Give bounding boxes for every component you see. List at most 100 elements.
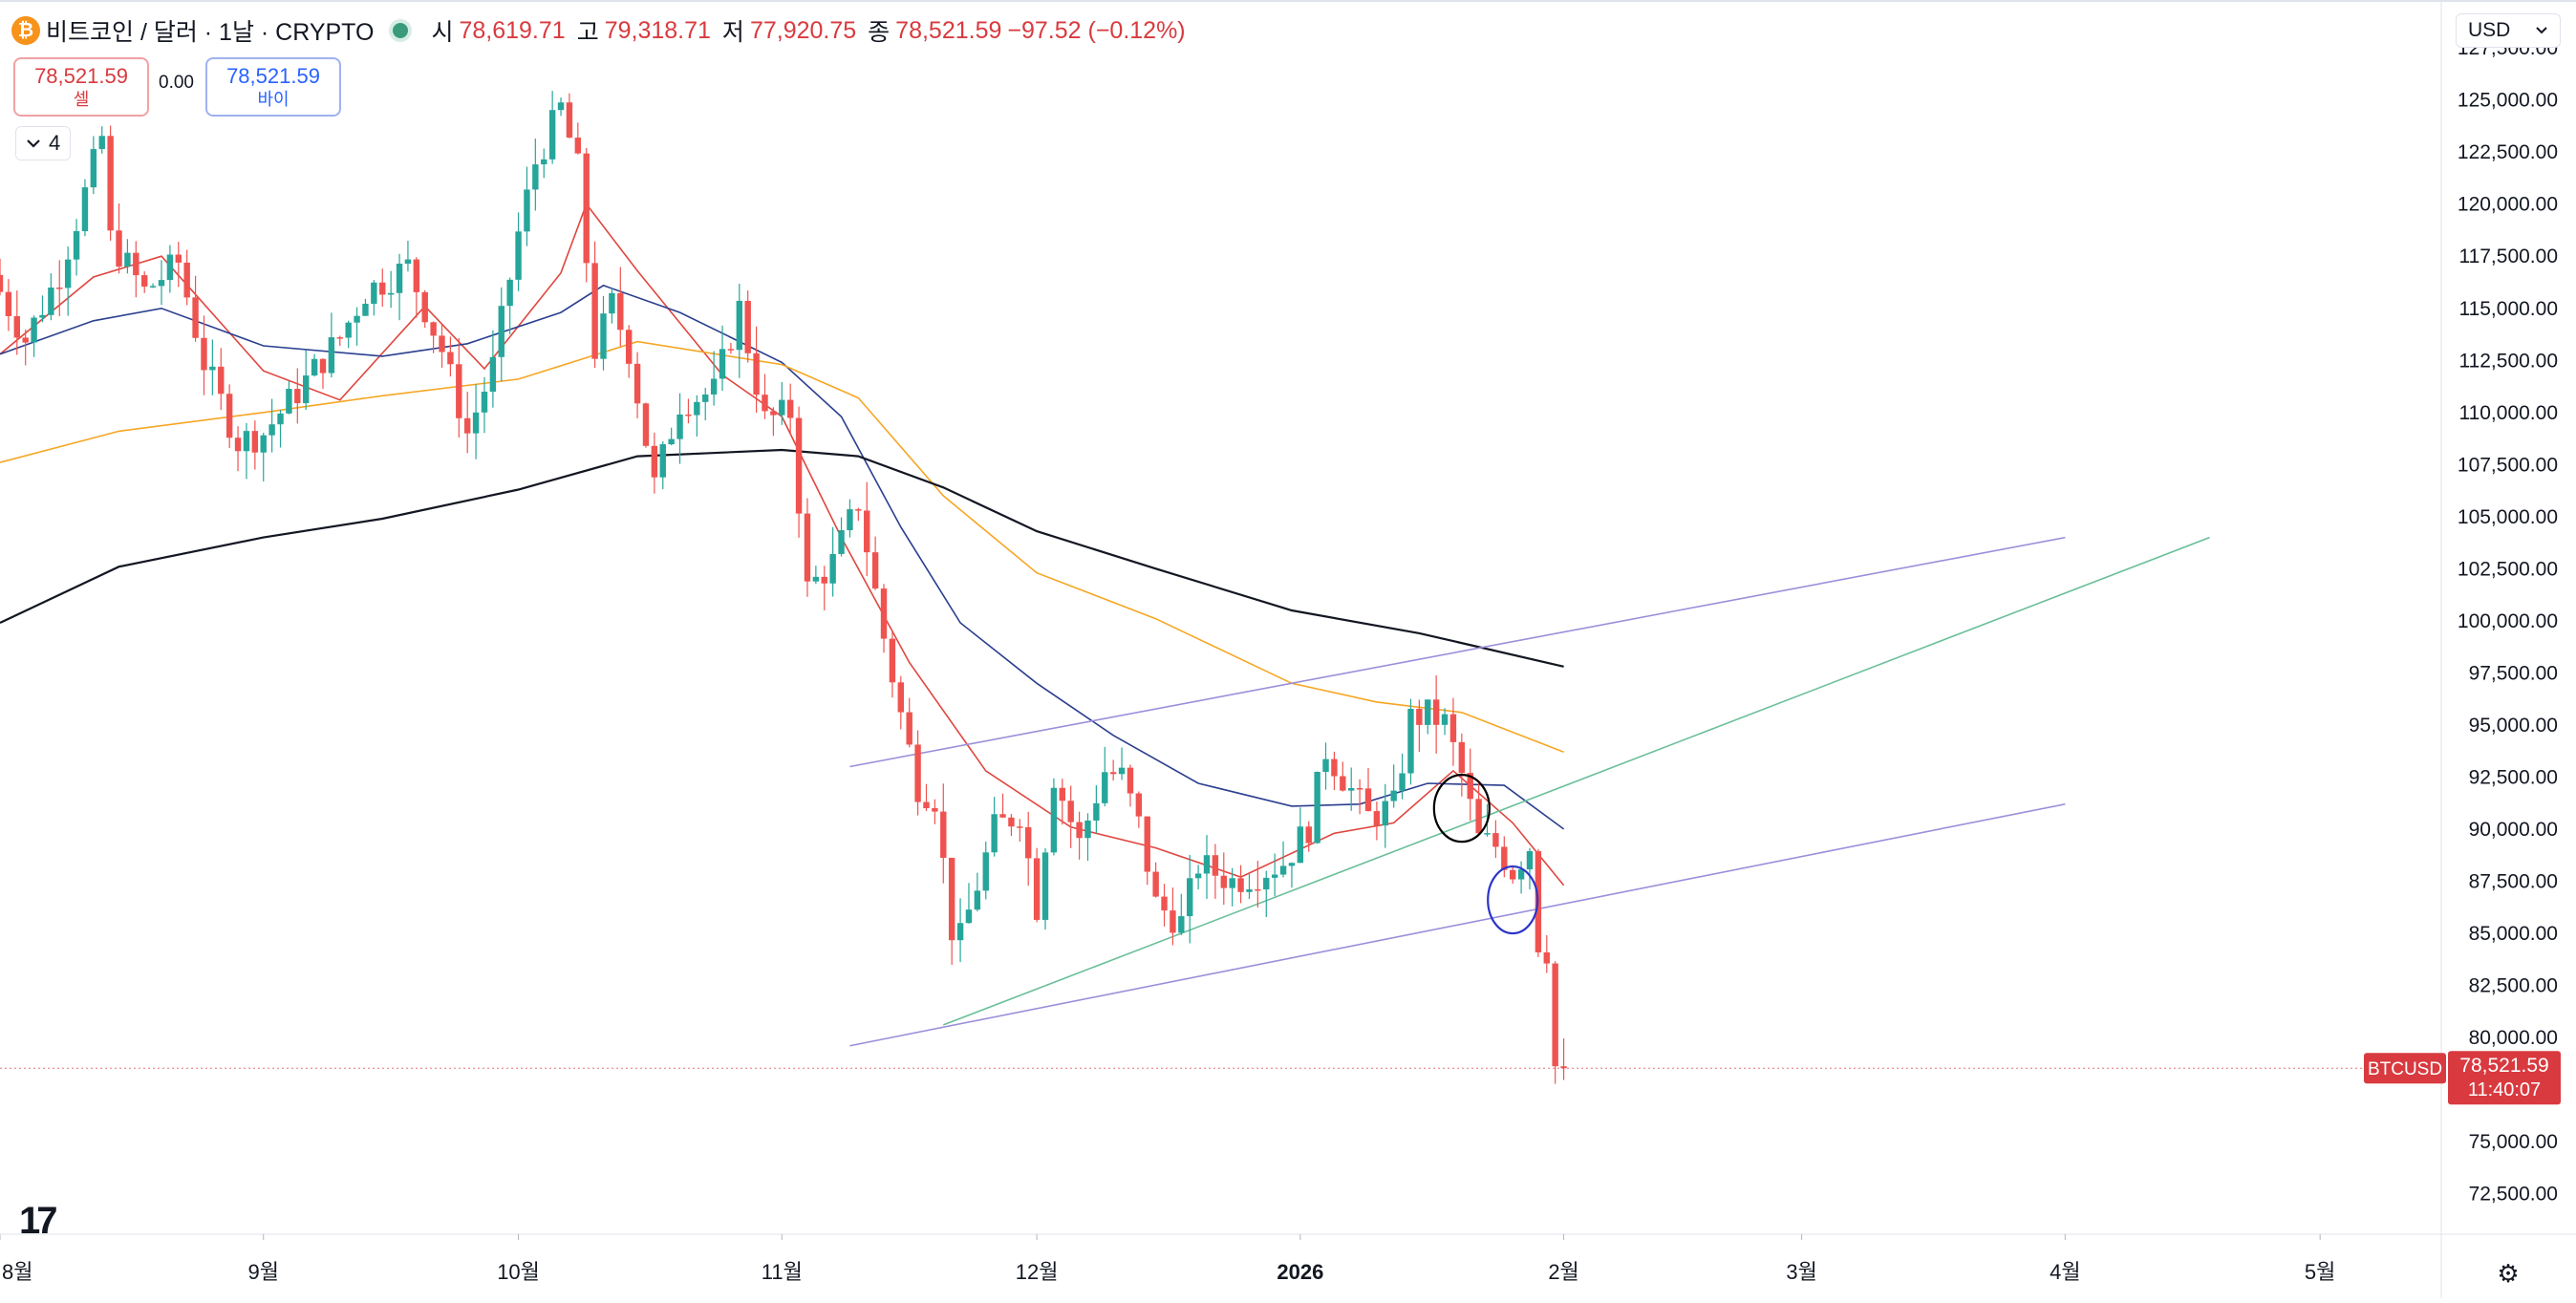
candle-body bbox=[1255, 888, 1261, 891]
buy-button[interactable]: 78,521.59 바이 bbox=[205, 57, 341, 117]
trendline-trend[interactable] bbox=[942, 536, 2210, 1026]
open-value: 78,619.71 bbox=[459, 16, 566, 44]
candle-body bbox=[1399, 773, 1406, 791]
candle-body bbox=[133, 252, 140, 276]
candle-body bbox=[1008, 817, 1015, 827]
candle-body bbox=[1288, 863, 1296, 866]
candle-body bbox=[1093, 802, 1100, 821]
market-status-icon bbox=[393, 23, 409, 38]
candle-body bbox=[566, 102, 573, 139]
candle-body bbox=[430, 322, 437, 336]
symbol-title[interactable]: 비트코인 / 달러 · 1날 · CRYPTO bbox=[46, 19, 375, 46]
annotation-ellipse-black[interactable] bbox=[1432, 774, 1491, 844]
candle-body bbox=[583, 153, 590, 264]
candle-body bbox=[64, 259, 72, 288]
y-tick-label: 90,000.00 bbox=[2469, 819, 2558, 841]
candle-body bbox=[1484, 833, 1491, 835]
candle-body bbox=[107, 136, 114, 231]
candle-body bbox=[124, 252, 131, 267]
chevron-down-icon bbox=[2536, 27, 2547, 34]
candle-body bbox=[1025, 826, 1032, 859]
candle-body bbox=[192, 297, 199, 338]
y-tick-label: 117,500.00 bbox=[2458, 246, 2558, 267]
candle-body bbox=[847, 509, 853, 531]
candle-body bbox=[659, 444, 666, 478]
annotation-ellipse-blue[interactable] bbox=[1487, 865, 1539, 935]
candle-body bbox=[1373, 811, 1381, 826]
y-tick-label: 100,000.00 bbox=[2458, 610, 2558, 632]
candle-body bbox=[532, 164, 539, 190]
candle-body bbox=[1467, 773, 1473, 800]
bitcoin-icon[interactable]: ₿ bbox=[11, 16, 40, 45]
x-tick-label: 10월 bbox=[497, 1260, 540, 1284]
candle-body bbox=[39, 314, 46, 318]
candle-body bbox=[1017, 826, 1023, 828]
symbol-header: ₿ 비트코인 / 달러 · 1날 · CRYPTO 시 78,619.71 고 79… bbox=[11, 11, 1186, 50]
candle-body bbox=[1416, 708, 1423, 725]
y-tick-label: 115,000.00 bbox=[2458, 298, 2558, 320]
trendline-channel[interactable] bbox=[849, 802, 2066, 1047]
candle-body bbox=[1212, 855, 1219, 876]
candle-body bbox=[498, 306, 504, 357]
candle-body bbox=[965, 909, 973, 924]
currency-select[interactable]: USD bbox=[2456, 13, 2561, 48]
change-value: −97.52 (−0.12%) bbox=[1007, 16, 1186, 44]
candle-body bbox=[600, 313, 607, 359]
sell-button[interactable]: 78,521.59 셀 bbox=[13, 57, 149, 117]
candle-body bbox=[22, 337, 29, 343]
candle-body bbox=[1203, 855, 1211, 874]
candle-body bbox=[1194, 873, 1202, 879]
y-tick-label: 122,500.00 bbox=[2458, 141, 2558, 163]
x-tick-label: 12월 bbox=[1016, 1260, 1059, 1284]
gear-icon[interactable]: ⚙ bbox=[2497, 1258, 2520, 1288]
candle-body bbox=[999, 814, 1006, 818]
candle-body bbox=[727, 349, 735, 351]
candle-body bbox=[201, 337, 207, 371]
candle-body bbox=[838, 530, 845, 554]
candle-body bbox=[1432, 699, 1440, 725]
x-tick-label: 3월 bbox=[1786, 1260, 1816, 1284]
candle-body bbox=[175, 254, 182, 263]
candle-body bbox=[685, 414, 692, 417]
candle-body bbox=[506, 279, 513, 307]
candle-body bbox=[1458, 741, 1466, 774]
candle-body bbox=[456, 364, 462, 418]
candle-body bbox=[149, 286, 157, 288]
candle-body bbox=[1059, 787, 1066, 801]
candle-body bbox=[548, 110, 556, 160]
candle-body bbox=[889, 638, 896, 683]
candle-body bbox=[345, 322, 352, 338]
candle-body bbox=[710, 378, 718, 395]
candle-body bbox=[702, 394, 709, 402]
trendline-channel[interactable] bbox=[849, 536, 2066, 768]
moving-average-black bbox=[0, 448, 1564, 668]
buy-label: 바이 bbox=[257, 90, 290, 109]
moving-average-red bbox=[0, 203, 1565, 886]
x-tick-label: 2월 bbox=[1548, 1260, 1578, 1284]
candle-body bbox=[166, 254, 174, 281]
x-tick-label: 5월 bbox=[2305, 1260, 2335, 1284]
candle-body bbox=[864, 510, 870, 553]
candle-body bbox=[354, 315, 360, 323]
candle-body bbox=[1441, 714, 1449, 725]
tradingview-logo[interactable]: 17 bbox=[19, 1200, 57, 1242]
candle-body bbox=[982, 852, 989, 891]
candle-body bbox=[1050, 787, 1058, 853]
indicators-toggle-button[interactable]: 4 bbox=[15, 126, 72, 160]
candle-body bbox=[98, 136, 105, 150]
candle-body bbox=[1152, 871, 1159, 897]
candle-body bbox=[906, 712, 912, 745]
low-value: 77,920.75 bbox=[749, 16, 857, 44]
candle-body bbox=[489, 356, 497, 393]
candle-body bbox=[574, 138, 582, 154]
candle-body bbox=[1390, 790, 1397, 801]
candle-body bbox=[387, 292, 395, 295]
candle-body bbox=[719, 349, 726, 379]
candle-body bbox=[234, 438, 242, 452]
candle-body bbox=[1297, 826, 1304, 864]
y-tick-label: 125,000.00 bbox=[2458, 90, 2558, 112]
candle-body bbox=[668, 438, 675, 445]
candle-body bbox=[260, 435, 267, 453]
